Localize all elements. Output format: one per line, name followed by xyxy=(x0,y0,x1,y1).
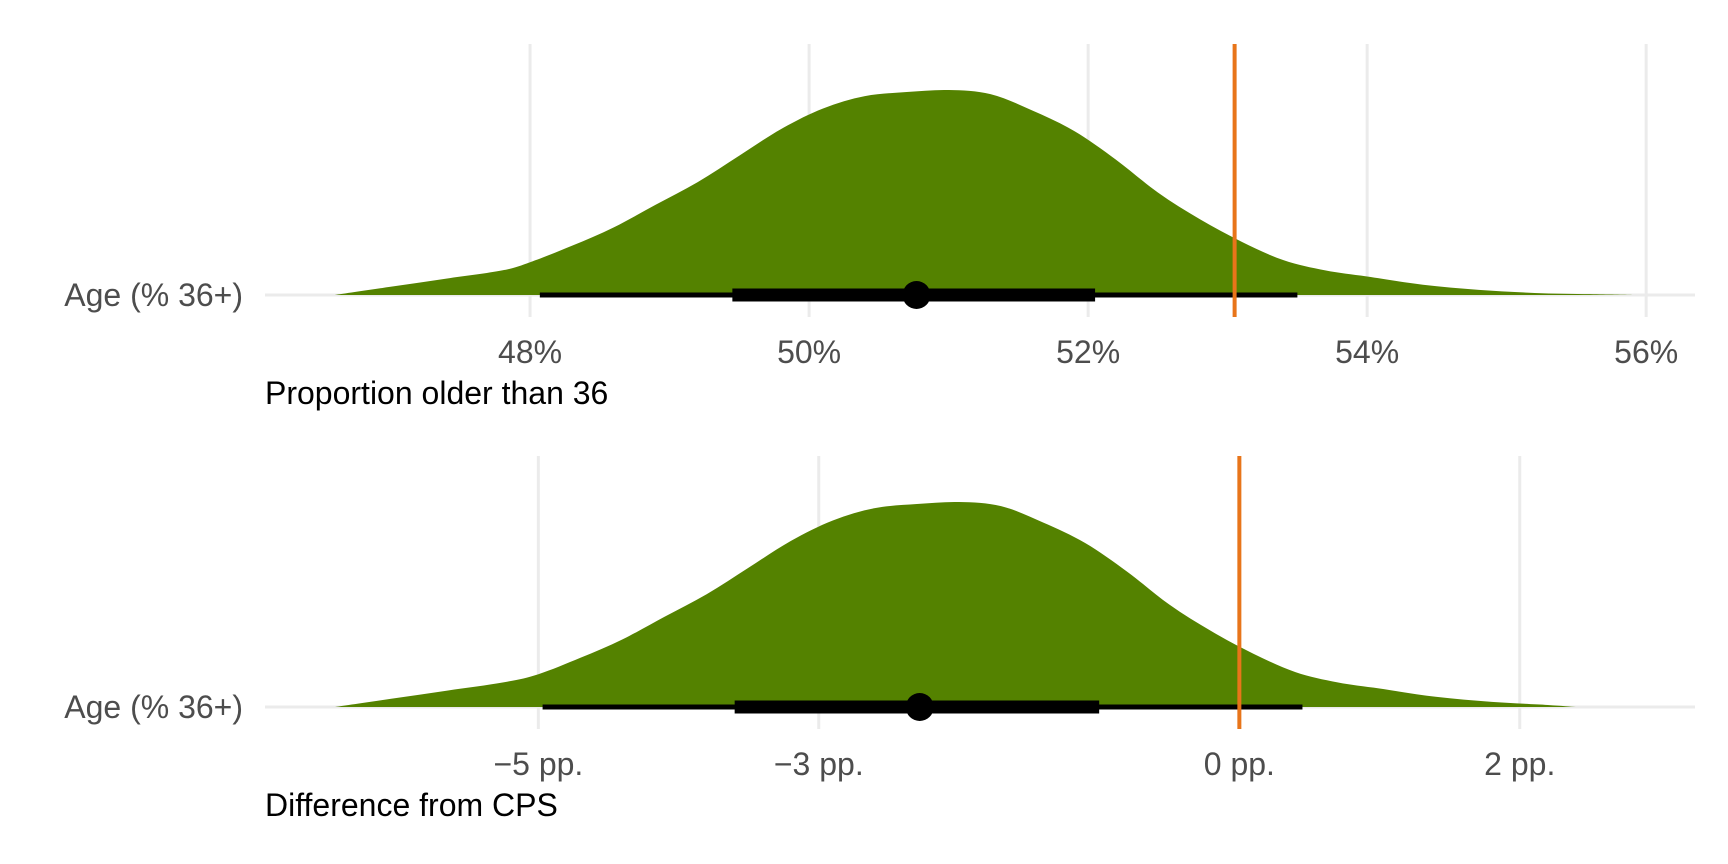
panel-difference: Age (% 36+) −5 pp. −3 pp. 0 pp. 2 pp. Differe… xyxy=(64,456,1695,823)
x-axis-title: Difference from CPS xyxy=(265,787,558,823)
x-axis-title: Proportion older than 36 xyxy=(265,375,608,411)
density-area xyxy=(334,89,1633,295)
x-tick-label: −3 pp. xyxy=(774,746,864,782)
x-tick-label: 52% xyxy=(1056,334,1120,370)
density-area xyxy=(335,501,1576,707)
x-tick-label: 0 pp. xyxy=(1204,746,1275,782)
panel-proportion: Age (% 36+) 48% 50% 52% 54% 56% Proportion old… xyxy=(64,44,1695,411)
x-tick-label: 56% xyxy=(1614,334,1678,370)
x-tick-label: −5 pp. xyxy=(493,746,583,782)
x-tick-label: 2 pp. xyxy=(1484,746,1555,782)
point-estimate xyxy=(902,281,931,309)
x-tick-label: 54% xyxy=(1335,334,1399,370)
point-estimate xyxy=(905,693,934,721)
x-tick-label: 48% xyxy=(498,334,562,370)
x-tick-label: 50% xyxy=(777,334,841,370)
category-label: Age (% 36+) xyxy=(64,277,243,313)
category-label: Age (% 36+) xyxy=(64,689,243,725)
